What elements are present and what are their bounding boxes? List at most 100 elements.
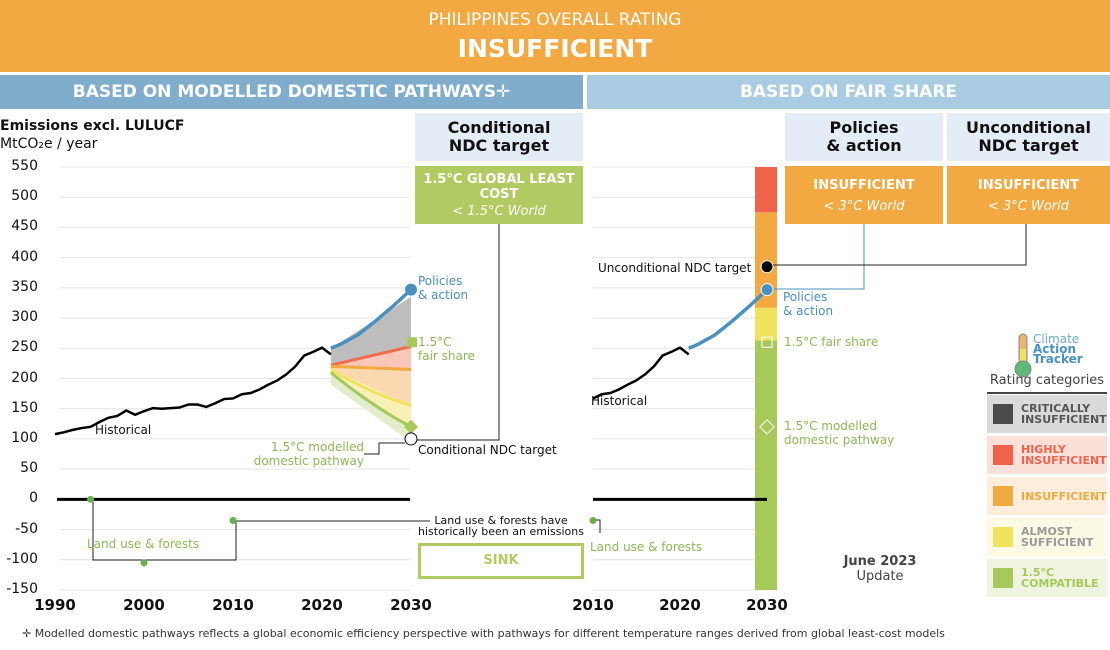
fair-share-band xyxy=(755,212,777,308)
conditional-connector xyxy=(417,224,500,441)
world-label: < 1.5°C World xyxy=(452,204,546,219)
lulucf-point xyxy=(589,517,597,525)
update-date: June 2023 xyxy=(843,554,917,569)
almost-sufficient-band xyxy=(330,369,411,427)
historical-line-left xyxy=(54,346,332,436)
y-tick-label: 500 xyxy=(11,188,38,205)
legend-line: CRITICALLY xyxy=(1021,402,1091,415)
label-line: fair share xyxy=(418,349,475,363)
historical-label-left: Historical xyxy=(95,423,152,437)
y-tick-label: 400 xyxy=(11,248,38,265)
update-label: Update xyxy=(856,569,904,584)
legend-swatch xyxy=(993,486,1013,506)
label-line: domestic pathway xyxy=(784,433,895,447)
header-line: NDC target xyxy=(448,136,550,155)
modelled-marker-left xyxy=(403,419,419,434)
header-line: Unconditional xyxy=(966,118,1091,137)
modelled-pathway-label-right: 1.5°C modelled domestic pathway xyxy=(784,419,894,447)
critically-insufficient-band xyxy=(330,296,411,366)
label-line: historically been an emissions xyxy=(418,525,584,538)
land-use-label-right: Land use & forests xyxy=(590,540,703,554)
label-line: 1.5°C modelled xyxy=(784,419,877,433)
y-tick-label: 450 xyxy=(11,218,38,235)
world-label: < 3°C World xyxy=(987,199,1070,214)
x-tick-label: 2000 xyxy=(123,596,165,614)
highly-pathway-line xyxy=(330,345,412,367)
label-line: 1.5°C modelled xyxy=(271,440,364,454)
legend-swatch xyxy=(993,527,1013,547)
y-axis-unit: MtCO₂e / year xyxy=(0,136,98,152)
y-tick-label: 250 xyxy=(11,339,38,356)
unconditional-connector xyxy=(773,224,1027,266)
y-tick-label: 0 xyxy=(29,490,38,507)
section-modelled-pathways: BASED ON MODELLED DOMESTIC PATHWAYS✛ xyxy=(0,75,583,109)
legend-title: Rating categories xyxy=(987,373,1107,394)
legend-item: INSUFFICIENT xyxy=(987,477,1107,515)
policies-line-left xyxy=(330,288,413,350)
lulucf-connector xyxy=(92,499,430,561)
fair-share-band xyxy=(755,340,777,591)
x-tick-label: 2020 xyxy=(301,596,343,614)
header-line: Policies xyxy=(829,118,899,137)
sink-box: SINK xyxy=(418,543,584,579)
label-line: Policies xyxy=(783,290,828,304)
unconditional-ndc-header: Unconditional NDC target xyxy=(947,113,1110,161)
almost-pathway-line xyxy=(330,368,412,408)
legend-line: INSUFFICIENT xyxy=(1021,454,1107,467)
conditional-ndc-label: Conditional NDC target xyxy=(418,443,557,457)
x-tick-label: 2030 xyxy=(746,596,788,614)
policies-line-right xyxy=(688,288,769,350)
compatible-pathway-line xyxy=(329,371,412,429)
policies-label-right: Policies & action xyxy=(783,290,833,318)
legend-line: HIGHLY xyxy=(1021,443,1066,456)
label-line: & action xyxy=(783,304,834,318)
country-rating-title: PHILIPPINES OVERALL RATING xyxy=(428,10,682,30)
y-tick-label: 50 xyxy=(20,460,38,477)
label-line: Land use & forests have xyxy=(434,514,568,527)
section-fair-share: BASED ON FAIR SHARE xyxy=(587,75,1110,109)
legend-item: ALMOST SUFFICIENT xyxy=(987,518,1107,556)
label-line: & action xyxy=(418,288,469,302)
sink-note: Land use & forests have historically been… xyxy=(416,515,586,537)
footnote: ✛ Modelled domestic pathways reflects a … xyxy=(22,627,945,640)
overall-rating-header: PHILIPPINES OVERALL RATING INSUFFICIENT xyxy=(0,0,1110,72)
y-tick-label: 100 xyxy=(11,429,38,446)
policies-label-left: Policies & action xyxy=(418,274,468,302)
header-line: NDC target xyxy=(978,136,1079,155)
fair-share-label-left: 1.5°C fair share xyxy=(418,335,475,363)
fair-share-band xyxy=(755,167,777,213)
rating-label: INSUFFICIENT xyxy=(813,178,915,193)
y-tick-label: 300 xyxy=(11,309,38,326)
legend-label: ALMOST SUFFICIENT xyxy=(1021,526,1093,548)
legend-item: HIGHLY INSUFFICIENT xyxy=(987,436,1107,474)
header-line: & action xyxy=(826,136,902,155)
label-line: Policies xyxy=(418,274,463,288)
lulucf-point xyxy=(87,495,95,503)
legend-line: ALMOST xyxy=(1021,525,1073,538)
y-tick-label: -100 xyxy=(6,550,38,567)
modelled-connector xyxy=(364,442,405,455)
fair-share-marker-right xyxy=(761,336,773,348)
overall-rating: INSUFFICIENT xyxy=(457,34,653,63)
logo-line: Climate xyxy=(1033,332,1080,346)
x-tick-label: 2030 xyxy=(390,596,432,614)
legend-swatch xyxy=(993,404,1013,424)
rating-label: 1.5°C GLOBAL LEAST COST xyxy=(423,172,575,202)
insufficient-pathway-line xyxy=(330,364,412,371)
y-tick-label: 350 xyxy=(11,278,38,295)
historical-label-right: Historical xyxy=(591,394,648,408)
legend-item: 1.5°C COMPATIBLE xyxy=(987,559,1107,597)
legend-line: INSUFFICIENT xyxy=(1021,413,1107,426)
policies-header: Policies & action xyxy=(785,113,943,161)
y-tick-label: 550 xyxy=(11,158,38,174)
x-tick-label: 2010 xyxy=(212,596,254,614)
unconditional-ndc-marker xyxy=(760,260,774,274)
legend-label: 1.5°C COMPATIBLE xyxy=(1021,567,1099,589)
unconditional-ndc-label: Unconditional NDC target xyxy=(598,261,752,275)
rating-label: INSUFFICIENT xyxy=(977,178,1080,193)
fair-share-marker-left xyxy=(407,337,417,348)
legend-line: COMPATIBLE xyxy=(1021,577,1099,590)
y-tick-label: 150 xyxy=(11,399,38,416)
legend-label: HIGHLY INSUFFICIENT xyxy=(1021,444,1107,466)
